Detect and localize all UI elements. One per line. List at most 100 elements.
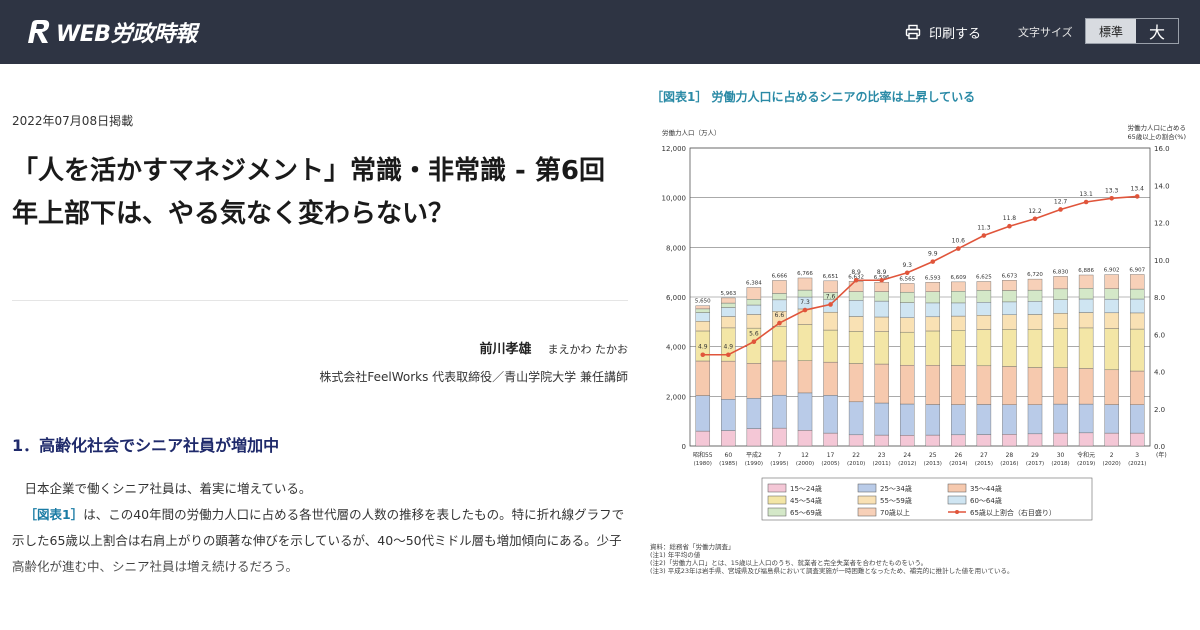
print-button[interactable]: 印刷する: [905, 20, 981, 44]
bar-segment: [1129, 298, 1145, 314]
bar-total-label: 6,902: [1104, 268, 1120, 274]
bar-segment: [1104, 288, 1119, 300]
x-tick-year-label: (1995): [770, 461, 788, 467]
bar-segment: [695, 430, 711, 447]
bar-segment: [1104, 298, 1119, 314]
bar-segment: [1129, 404, 1145, 434]
bar-segment: [797, 324, 813, 361]
legend-swatch: [947, 495, 967, 505]
bar-segment: [823, 311, 838, 331]
legend-label: 65〜69歳: [790, 508, 822, 517]
bar-segment: [1053, 312, 1068, 329]
x-tick-year-label: (2010): [847, 461, 865, 467]
y-tick-left-label: 6,000: [666, 294, 686, 302]
x-tick-label: 29: [1031, 452, 1039, 459]
x-tick-year-label: (2017): [1026, 461, 1044, 467]
bar-total-label: 6,830: [1053, 269, 1069, 275]
senior-ratio-label: 13.3: [1105, 187, 1119, 194]
x-tick-year-label: (2014): [949, 461, 967, 467]
bar-segment: [797, 289, 813, 298]
bar-segment: [772, 299, 787, 312]
legend-label: 60〜64歳: [970, 496, 1002, 505]
x-tick-label: 27: [980, 452, 988, 459]
figure-reference-link[interactable]: ［図表1］: [24, 507, 84, 522]
x-tick-year-label: (2013): [924, 461, 942, 467]
bar-segment: [1002, 434, 1017, 447]
x-tick-year-label: (2020): [1103, 461, 1121, 467]
bar-segment: [925, 330, 941, 366]
bar-segment: [925, 282, 941, 292]
y-tick-right-label: 8.0: [1154, 294, 1165, 302]
bar-total-label: 6,632: [848, 274, 864, 280]
bar-segment: [1129, 312, 1145, 330]
bar-segment: [823, 432, 838, 447]
bar-segment: [848, 363, 864, 403]
legend-label: 55〜59歳: [880, 496, 912, 505]
bar-segment: [951, 281, 966, 292]
bar-segment: [899, 317, 915, 333]
bar-segment: [951, 365, 966, 405]
senior-ratio-point: [981, 233, 987, 238]
bar-segment: [1129, 432, 1145, 447]
bar-segment: [874, 300, 889, 318]
font-size-standard-button[interactable]: 標準: [1086, 19, 1136, 43]
bar-segment: [1053, 328, 1068, 368]
senior-ratio-line: [702, 195, 1138, 356]
bar-segment: [746, 397, 762, 429]
bar-segment: [746, 314, 762, 329]
bar-total-label: 6,565: [899, 276, 915, 282]
site-logo[interactable]: WEB労政時報: [20, 15, 197, 49]
senior-ratio-label: 4.9: [698, 344, 708, 351]
senior-ratio-point: [930, 259, 936, 264]
senior-ratio-label: 10.6: [952, 238, 966, 245]
bar-total-label: 6,673: [1002, 273, 1018, 279]
bar-segment: [746, 287, 762, 300]
y-tick-right-label: 2.0: [1154, 406, 1165, 414]
bar-segment: [823, 280, 838, 293]
author-line: 前川孝雄 まえかわ たかお: [479, 338, 628, 357]
legend-swatch: [767, 483, 787, 493]
bar-segment: [695, 305, 711, 310]
legend-swatch: [857, 495, 877, 505]
senior-ratio-label: 11.3: [977, 225, 991, 232]
senior-ratio-point: [751, 339, 757, 344]
bar-segment: [1078, 368, 1094, 405]
bar-segment: [1078, 312, 1094, 329]
x-tick-year-label: (2015): [975, 461, 993, 467]
x-tick-label: 22: [852, 452, 860, 459]
bar-segment: [1129, 370, 1145, 405]
bar-segment: [874, 316, 889, 332]
senior-ratio-label: 9.3: [902, 262, 912, 269]
font-size-label: 文字サイズ: [1018, 26, 1073, 39]
x-tick-year-label: (2021): [1128, 461, 1146, 467]
bar-segment: [1078, 274, 1094, 289]
senior-ratio-label: 6.6: [775, 312, 785, 319]
bar-segment: [721, 307, 736, 317]
bar-segment: [899, 403, 915, 436]
bar-segment: [1078, 327, 1094, 369]
logo-r-icon: [28, 20, 50, 43]
logo-text: WEB労政時報: [56, 22, 197, 47]
bar-segment: [1027, 314, 1043, 330]
bar-total-label: 6,609: [950, 275, 966, 281]
legend-label: 15〜24歳: [790, 484, 822, 493]
x-tick-label: 7: [778, 452, 782, 459]
x-tick-label: 12: [801, 452, 809, 459]
bar-segment: [976, 434, 992, 447]
figure-note: 資料：総務省「労働力調査」: [650, 543, 735, 551]
font-size-toggle: 標準 大: [1085, 18, 1179, 44]
bar-segment: [1104, 404, 1119, 434]
y-tick-right-label: 12.0: [1154, 220, 1170, 228]
article-title: 「人を活かすマネジメント」常識・非常識 - 第6回 年上部下は、やる気なく変わら…: [12, 156, 632, 229]
bar-segment: [772, 325, 787, 362]
x-tick-label: 2: [1110, 452, 1114, 459]
bar-segment: [721, 302, 736, 308]
bar-segment: [746, 299, 762, 306]
bar-segment: [1078, 298, 1094, 313]
legend-label: 35〜44歳: [970, 484, 1002, 493]
bar-segment: [848, 401, 864, 436]
font-size-large-button[interactable]: 大: [1136, 19, 1178, 43]
bar-segment: [848, 281, 864, 292]
senior-ratio-point: [956, 246, 961, 251]
senior-ratio-point: [777, 320, 782, 326]
